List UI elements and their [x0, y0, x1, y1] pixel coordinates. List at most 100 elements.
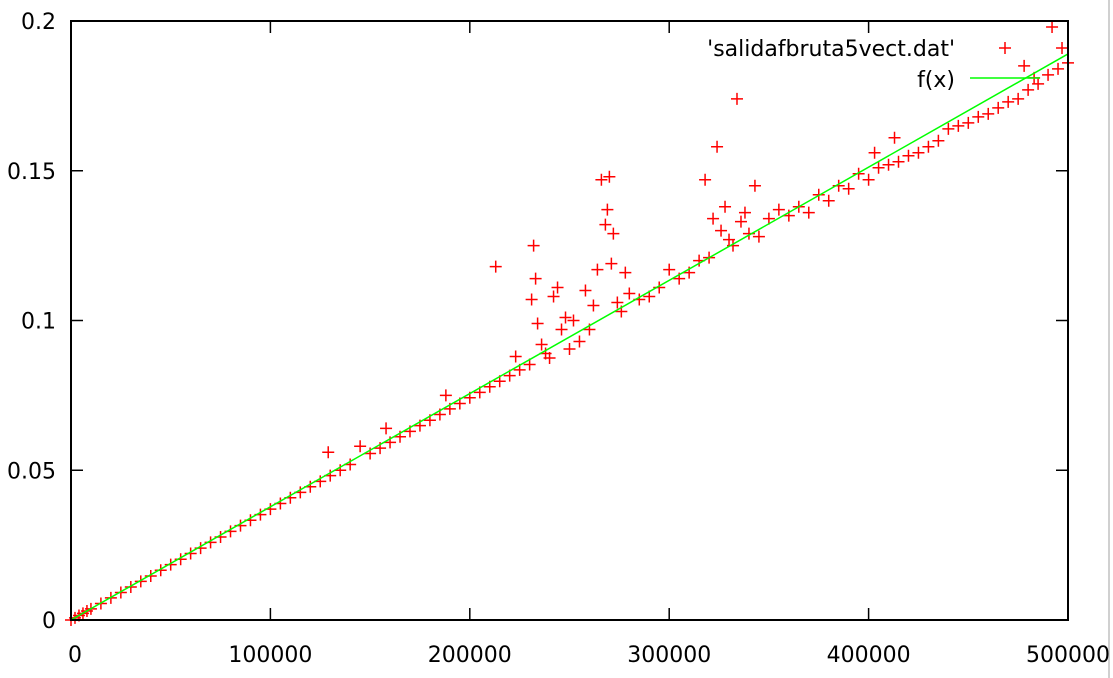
- data-point: [509, 350, 522, 363]
- data-point: [1022, 83, 1035, 96]
- data-point: [595, 173, 608, 186]
- data-point: [912, 146, 925, 159]
- data-point: [563, 342, 576, 355]
- data-point: [601, 203, 614, 216]
- data-point: [992, 101, 1005, 114]
- data-point: [862, 173, 875, 186]
- legend-label-fx: f(x): [917, 68, 955, 93]
- data-point: [489, 260, 502, 273]
- legend: 'salidafbruta5vect.dat' f(x): [707, 37, 1040, 93]
- x-tick-label: 100000: [228, 643, 312, 668]
- data-point: [852, 167, 865, 180]
- data-point: [762, 212, 775, 225]
- data-point: [972, 110, 985, 123]
- data-point: [868, 146, 881, 159]
- data-point: [591, 263, 604, 276]
- data-point: [748, 179, 761, 192]
- x-tick-label: 200000: [428, 643, 512, 668]
- y-tick-label: 0.1: [21, 310, 56, 335]
- data-point: [802, 206, 815, 219]
- data-point: [529, 272, 542, 285]
- data-point: [547, 290, 560, 303]
- data-point: [364, 447, 377, 460]
- y-tick-label: 0.05: [7, 459, 56, 484]
- x-tick-label: 500000: [1026, 643, 1110, 668]
- x-tick-labels: 0 100000 200000 300000 400000 500000: [68, 643, 1110, 668]
- data-point: [531, 317, 544, 330]
- data-point: [1032, 77, 1045, 90]
- data-point: [922, 140, 935, 153]
- data-point: [962, 116, 975, 129]
- data-point: [603, 170, 616, 183]
- data-point: [567, 314, 580, 327]
- data-point: [1046, 20, 1059, 33]
- data-point: [719, 200, 732, 213]
- legend-plus-marker: [999, 42, 1011, 54]
- data-point: [1018, 59, 1031, 72]
- data-point: [380, 422, 393, 435]
- data-point: [535, 338, 548, 351]
- legend-label-data: 'salidafbruta5vect.dat': [707, 37, 955, 62]
- data-point: [882, 158, 895, 171]
- data-point: [734, 215, 747, 228]
- data-point: [982, 107, 995, 120]
- data-point: [707, 212, 720, 225]
- data-point: [699, 173, 712, 186]
- data-point: [932, 134, 945, 147]
- data-point: [555, 323, 568, 336]
- legend-sample-plus: [999, 42, 1011, 54]
- y-tick-labels: 0 0.05 0.1 0.15 0.2: [7, 10, 56, 634]
- data-point: [663, 263, 676, 276]
- data-point: [144, 569, 157, 582]
- data-point: [587, 299, 600, 312]
- series-points: [65, 20, 1074, 626]
- data-point: [354, 440, 367, 453]
- data-point: [1012, 92, 1025, 105]
- data-point: [730, 92, 743, 105]
- data-point: [599, 218, 612, 231]
- y-tick-label: 0.2: [21, 10, 56, 35]
- data-point: [892, 155, 905, 168]
- data-point: [559, 311, 572, 324]
- data-point: [579, 284, 592, 297]
- data-point: [607, 227, 620, 240]
- data-point: [164, 558, 177, 571]
- data-point: [942, 122, 955, 135]
- data-point: [527, 239, 540, 252]
- data-point: [902, 149, 915, 162]
- data-point: [439, 389, 452, 402]
- data-point: [952, 119, 965, 132]
- fit-line: [70, 53, 1069, 621]
- series-line: [70, 53, 1069, 621]
- data-point: [752, 230, 765, 243]
- data-point: [619, 266, 632, 279]
- data-point: [573, 335, 586, 348]
- plot-frame: [70, 20, 1069, 621]
- data-point: [842, 182, 855, 195]
- data-point: [872, 161, 885, 174]
- data-point: [1056, 41, 1069, 54]
- data-point: [543, 351, 556, 364]
- y-tick-label: 0.15: [7, 160, 56, 185]
- x-tick-label: 0: [68, 643, 82, 668]
- data-point: [888, 131, 901, 144]
- data-point: [605, 257, 618, 270]
- x-tick-label: 400000: [827, 643, 911, 668]
- data-point: [523, 358, 536, 371]
- data-point: [772, 203, 785, 216]
- data-point: [551, 281, 564, 294]
- data-point: [525, 293, 538, 306]
- data-point: [623, 287, 636, 300]
- data-point: [1002, 95, 1015, 108]
- data-point: [1042, 68, 1055, 81]
- data-point: [611, 296, 624, 309]
- data-point: [124, 581, 137, 594]
- data-point: [822, 194, 835, 207]
- data-point: [322, 446, 335, 459]
- data-point: [711, 140, 724, 153]
- data-point: [715, 224, 728, 237]
- plot-area: [65, 20, 1074, 626]
- data-point: [738, 206, 751, 219]
- data-point: [1052, 62, 1065, 75]
